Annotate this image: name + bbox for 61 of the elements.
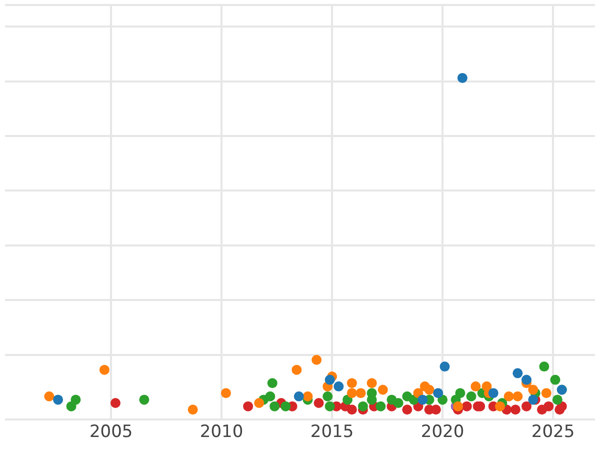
- point: [294, 391, 304, 402]
- x-tick-label: 2015: [310, 422, 354, 442]
- point: [544, 401, 554, 412]
- point: [522, 374, 532, 385]
- point: [99, 364, 110, 375]
- point: [302, 391, 313, 402]
- point: [512, 368, 523, 378]
- point: [366, 394, 377, 405]
- point: [314, 398, 324, 408]
- point: [265, 391, 276, 402]
- point: [402, 404, 412, 415]
- point: [466, 391, 476, 402]
- point: [346, 404, 357, 415]
- point: [528, 384, 538, 395]
- point: [358, 401, 368, 412]
- point: [44, 391, 54, 402]
- point: [53, 394, 64, 405]
- x-tick-label: 2025: [531, 422, 575, 442]
- point: [110, 398, 120, 408]
- point: [324, 401, 335, 412]
- point: [366, 378, 377, 388]
- point: [470, 381, 481, 392]
- point: [346, 388, 357, 398]
- point: [378, 384, 388, 395]
- point: [512, 391, 523, 402]
- point: [280, 401, 291, 412]
- point: [220, 388, 231, 398]
- x-tick-label: 2020: [420, 422, 464, 442]
- point: [139, 394, 150, 405]
- point: [322, 391, 333, 402]
- x-tick-label: 2010: [200, 422, 244, 442]
- point: [267, 378, 278, 388]
- point: [188, 404, 198, 415]
- point: [376, 401, 386, 412]
- point: [243, 401, 254, 412]
- point: [552, 394, 562, 405]
- point: [510, 404, 520, 415]
- point: [462, 401, 472, 412]
- point: [424, 384, 434, 395]
- point: [356, 388, 366, 398]
- point: [254, 398, 264, 408]
- point: [393, 398, 404, 408]
- point: [270, 401, 280, 412]
- point: [433, 388, 444, 398]
- point: [334, 381, 344, 392]
- point: [539, 362, 550, 372]
- point: [324, 374, 335, 385]
- point: [488, 388, 498, 398]
- point: [522, 401, 532, 412]
- point: [457, 72, 468, 83]
- point: [494, 401, 505, 412]
- point: [541, 388, 552, 398]
- point: [292, 364, 302, 375]
- point: [418, 394, 428, 405]
- point: [346, 378, 357, 388]
- point: [70, 394, 81, 405]
- point: [312, 354, 322, 365]
- point: [440, 362, 450, 372]
- point: [504, 391, 514, 402]
- point: [550, 374, 560, 385]
- x-tick-label: 2005: [89, 422, 133, 442]
